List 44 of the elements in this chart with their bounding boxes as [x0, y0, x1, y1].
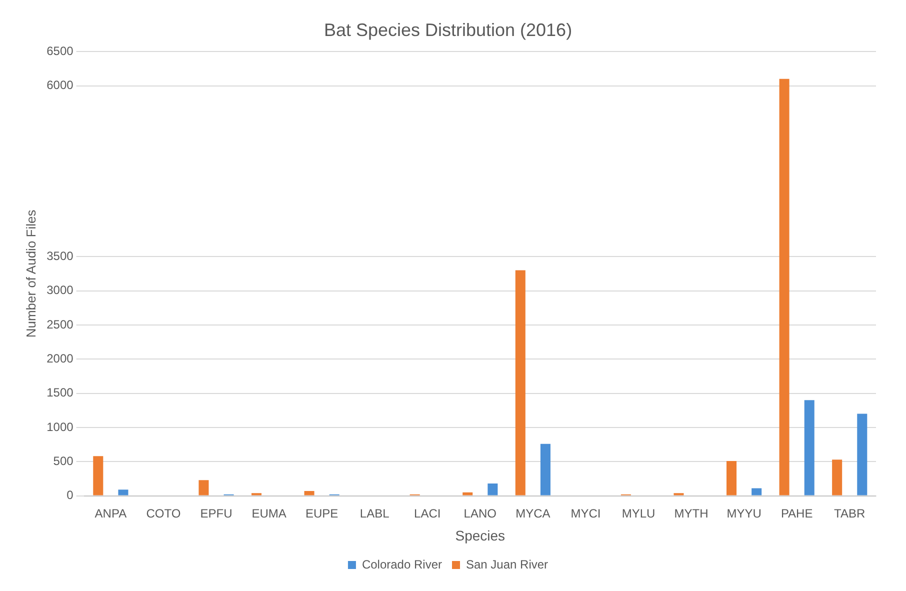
x-tick-label: EUMA — [252, 506, 286, 520]
bar — [118, 490, 128, 496]
x-axis-title: Species — [455, 527, 506, 544]
y-tick-label: 1500 — [46, 386, 74, 400]
x-tick-label: COTO — [146, 506, 181, 520]
x-tick-label: EPFU — [200, 506, 232, 520]
bar — [804, 400, 814, 496]
bar — [779, 78, 790, 496]
x-tick-label: LANO — [464, 506, 496, 520]
x-tick-label: MYTH — [674, 506, 708, 520]
y-tick-label: 1000 — [46, 420, 74, 434]
x-tick-label: PAHE — [780, 506, 813, 520]
x-tick-label: MYLU — [622, 506, 656, 520]
y-tick-label: 2500 — [46, 317, 74, 332]
chart-title: Bat Species Distribution (2016) — [324, 20, 572, 40]
x-tick-label: MYYU — [726, 506, 762, 520]
y-tick-label: 6500 — [46, 44, 74, 58]
y-axis-title: Number of Audio Files — [23, 209, 38, 338]
bar — [462, 492, 473, 496]
x-tick-label: TABR — [834, 506, 866, 520]
bar — [488, 484, 498, 496]
bar — [515, 270, 526, 496]
bar — [540, 444, 550, 496]
legend-label: Colorado River — [362, 557, 442, 572]
legend-label: San Juan River — [466, 557, 548, 572]
y-tick-label: 6000 — [46, 78, 74, 92]
bar — [304, 491, 314, 496]
bar — [857, 414, 868, 496]
x-tick-label: EUPE — [305, 506, 338, 520]
y-tick-label: 0 — [66, 488, 74, 502]
y-tick-label: 3500 — [46, 248, 74, 263]
x-tick-label: LACI — [414, 506, 441, 520]
bar — [752, 488, 762, 496]
y-tick-label: 2000 — [46, 351, 74, 366]
y-tick-label: 500 — [53, 454, 74, 468]
x-tick-label: LABL — [360, 506, 390, 520]
bar — [726, 460, 737, 496]
x-tick-label: ANPA — [94, 506, 127, 520]
bar — [198, 480, 209, 496]
bar — [93, 456, 104, 496]
x-tick-label: MYCA — [516, 506, 550, 520]
x-tick-label: MYCI — [570, 506, 601, 520]
bar — [832, 460, 842, 496]
y-tick-label: 3000 — [46, 283, 74, 298]
